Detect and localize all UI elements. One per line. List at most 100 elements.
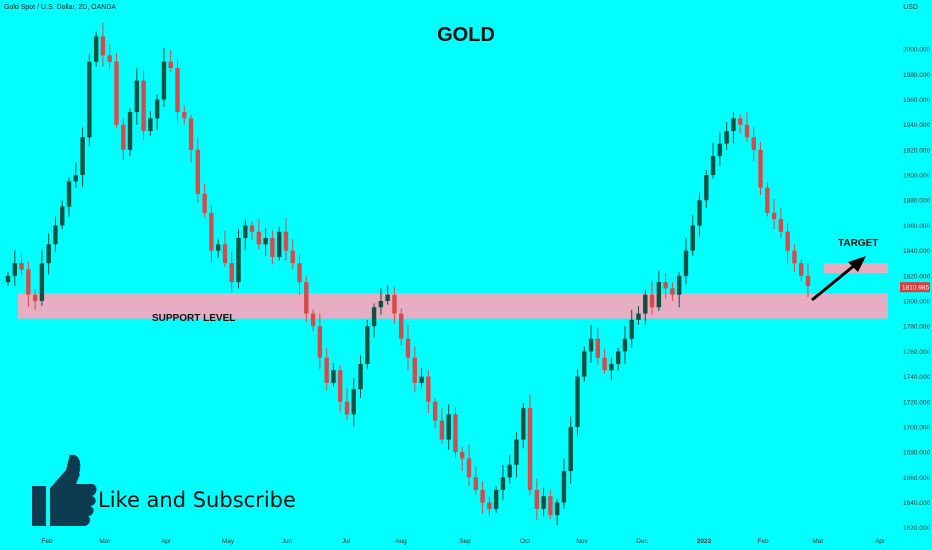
- candle-body: [392, 294, 397, 314]
- candle-body: [561, 471, 567, 503]
- candle-body: [195, 149, 201, 194]
- candle-body: [365, 326, 370, 364]
- candle-body: [202, 193, 207, 213]
- candle-body: [100, 36, 106, 56]
- candle-body: [80, 137, 85, 176]
- candle-body: [527, 408, 533, 490]
- candle-body: [731, 118, 736, 131]
- candle-body: [283, 231, 289, 251]
- y-tick-label: 1720.000: [903, 399, 930, 406]
- candle-body: [609, 363, 614, 371]
- support-zone: [18, 293, 888, 319]
- candle-body: [222, 244, 228, 264]
- candle-body: [358, 363, 363, 390]
- x-tick-label: Apr: [161, 538, 172, 545]
- candle-body: [154, 99, 160, 119]
- y-tick-label: 1880.000: [903, 198, 930, 205]
- candle-body: [87, 61, 92, 138]
- y-tick-label: 1740.000: [903, 374, 930, 381]
- y-tick-label: 1660.000: [903, 475, 930, 482]
- x-tick-label: 2023: [697, 538, 712, 545]
- candle-body: [670, 288, 675, 295]
- x-tick-label: Aug: [395, 538, 407, 545]
- candle-body: [188, 118, 194, 150]
- candle-body: [378, 300, 384, 308]
- candle-body: [310, 313, 316, 327]
- candle-body: [805, 275, 811, 286]
- candle-body: [622, 338, 628, 352]
- candle-body: [480, 489, 485, 503]
- x-tick-label: Dec: [636, 538, 648, 545]
- y-tick-label: 1800.000: [903, 298, 930, 305]
- x-tick-label: Mar: [812, 538, 824, 545]
- candle-body: [209, 212, 214, 251]
- candle-body: [697, 200, 702, 226]
- candle-body: [500, 477, 506, 490]
- candle-body: [704, 175, 709, 201]
- candle-body: [554, 502, 560, 516]
- candle-body: [107, 55, 112, 62]
- candle-body: [771, 212, 777, 220]
- y-tick-label: 1680.000: [903, 450, 930, 457]
- candle-body: [595, 338, 601, 358]
- candle-body: [270, 238, 275, 257]
- like-subscribe-text: Like and Subscribe: [98, 488, 296, 512]
- candle-body: [263, 238, 268, 245]
- y-tick-label: 1760.000: [903, 349, 930, 356]
- candle-body: [453, 414, 458, 453]
- candle-body: [439, 420, 445, 440]
- candle-body: [385, 294, 390, 301]
- candle-body: [215, 244, 221, 251]
- candle-body: [39, 263, 45, 301]
- candle-body: [351, 389, 356, 415]
- x-tick-label: Sep: [459, 538, 471, 545]
- y-tick-label: 1980.000: [903, 72, 930, 79]
- candle-body: [19, 263, 24, 270]
- candle-body: [399, 313, 404, 339]
- price-badge-text: 1810.985: [902, 285, 929, 292]
- candle-body: [304, 282, 309, 314]
- candle-body: [534, 489, 540, 509]
- x-tick-label: Oct: [520, 538, 530, 545]
- candle-body: [161, 61, 167, 100]
- candle-body: [121, 124, 126, 150]
- candle-body: [738, 118, 743, 125]
- y-tick-label: 1860.000: [903, 223, 930, 230]
- candle-body: [615, 351, 621, 364]
- candle-body: [575, 376, 580, 427]
- chart-title: GOLD: [437, 24, 495, 46]
- candle-body: [32, 294, 38, 301]
- x-tick-label: Nov: [576, 538, 588, 545]
- arrow-up-right-icon: [848, 256, 866, 272]
- x-tick-label: Jun: [282, 538, 293, 545]
- x-tick-label: Apr: [875, 538, 886, 545]
- candle-body: [493, 489, 499, 509]
- y-tick-label: 1780.000: [903, 324, 930, 331]
- candle-body: [548, 496, 553, 516]
- y-tick-label: 1700.000: [903, 424, 930, 431]
- candle-body: [148, 118, 153, 131]
- candle-body: [168, 61, 173, 68]
- candle-body: [371, 307, 377, 327]
- support-level-label: SUPPORT LEVEL: [152, 313, 236, 324]
- candle-body: [744, 124, 750, 138]
- candle-body: [338, 370, 343, 402]
- x-tick-label: Feb: [757, 538, 769, 545]
- candle-body: [649, 294, 655, 308]
- candle-body: [643, 294, 648, 314]
- y-tick-label: 1920.000: [903, 147, 930, 154]
- candle-body: [710, 156, 716, 176]
- candle-body: [256, 231, 262, 245]
- y-tick-label: 1620.000: [903, 525, 930, 532]
- candle-body: [466, 458, 472, 478]
- candle-body: [182, 112, 187, 119]
- symbol-title: Gold Spot / U.S. Dollar, 2D, OANDA: [4, 4, 117, 11]
- candle-body: [541, 496, 546, 509]
- candle-body: [249, 225, 255, 232]
- candle-body: [419, 376, 424, 383]
- candle-body: [676, 275, 682, 295]
- candle-body: [60, 206, 65, 226]
- candle-body: [758, 149, 763, 188]
- y-tick-label: 1840.000: [903, 248, 930, 255]
